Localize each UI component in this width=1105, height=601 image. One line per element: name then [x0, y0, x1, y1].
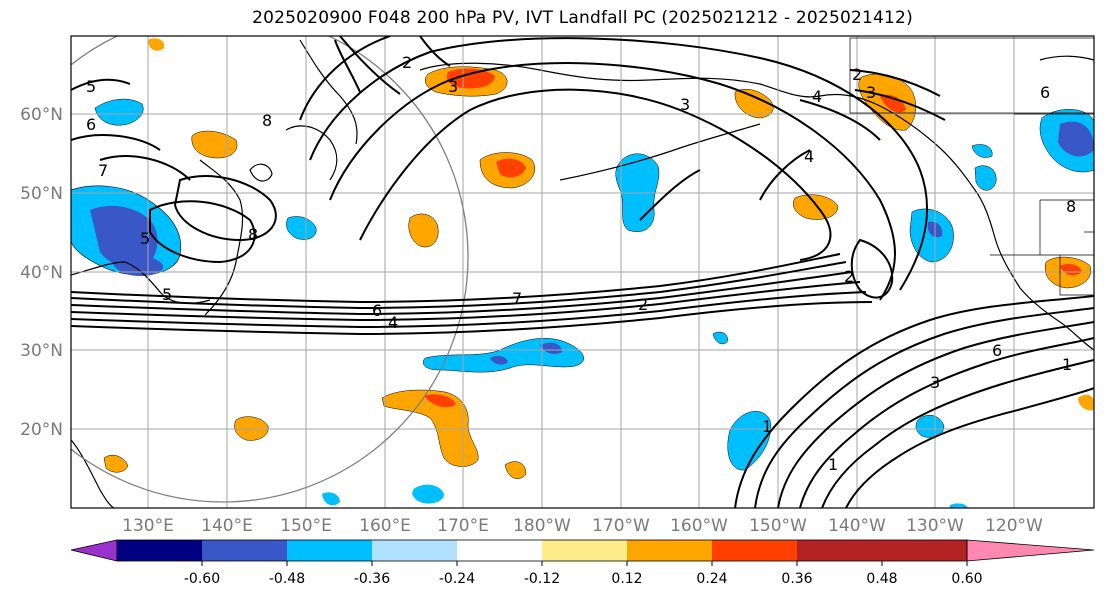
colorbar-segment: [287, 540, 372, 561]
contour-label: 6: [86, 115, 96, 134]
colorbar-tick-label: -0.24: [439, 571, 475, 587]
contour-label: 2: [638, 295, 648, 314]
lon-tick-label: 170°E: [437, 516, 489, 536]
colorbar-segment: [457, 540, 542, 561]
contour-label: 7: [98, 161, 108, 180]
contour-label: 1: [1062, 355, 1072, 374]
colorbar-tick-label: -0.12: [524, 571, 560, 587]
colorbar-extend-max: [966, 539, 1095, 562]
lon-tick-label: 130°W: [906, 516, 964, 536]
graticule: [71, 36, 1094, 508]
contour-label: 2: [844, 267, 854, 286]
colorbar: -0.60 -0.48 -0.36 -0.24 -0.12 0.12 0.24 …: [70, 539, 1095, 587]
contour-label: 8: [262, 111, 272, 130]
colorbar-segment: [712, 540, 797, 561]
lon-tick-label: 160°W: [670, 516, 728, 536]
colorbar-tick-label: 0.60: [951, 571, 982, 587]
map-frame: [70, 35, 1095, 509]
contour-label: 6: [372, 301, 382, 320]
lon-tick-label: 150°W: [749, 516, 807, 536]
lat-tick-label: 30°N: [20, 341, 63, 361]
contour-label: 2: [402, 53, 412, 72]
lon-tick-label: 130°E: [122, 516, 174, 536]
lon-tick-label: 180°W: [513, 516, 571, 536]
contour-label: 4: [804, 147, 814, 166]
colorbar-segment: [372, 540, 457, 561]
lat-tick-label: 40°N: [20, 263, 63, 283]
contour-label: 3: [866, 83, 876, 102]
colorbar-tick-label: 0.12: [611, 571, 642, 587]
colorbar-tick-label: 0.24: [696, 571, 727, 587]
colorbar-extend-min: [70, 539, 118, 562]
colorbar-tick-label: -0.60: [184, 571, 220, 587]
contour-label: 1: [762, 417, 772, 436]
colorbar-segment: [882, 540, 967, 561]
contour-label: 8: [1066, 197, 1076, 216]
lon-tick-label: 160°E: [359, 516, 411, 536]
contour-label: 3: [930, 373, 940, 392]
contour-label: 1: [828, 455, 838, 474]
colorbar-tick-label: 0.36: [781, 571, 812, 587]
contour-label: 6: [1040, 83, 1050, 102]
lat-tick-label: 20°N: [20, 420, 63, 440]
contour-label: 6: [992, 341, 1002, 360]
lon-tick-label: 120°W: [985, 516, 1043, 536]
colorbar-tick-label: 0.48: [866, 571, 897, 587]
contour-label: 4: [388, 313, 398, 332]
contour-label: 8: [248, 225, 258, 244]
lat-tick-labels: 60°N 50°N 40°N 30°N 20°N: [20, 105, 63, 440]
lat-tick-label: 50°N: [20, 184, 63, 204]
colorbar-tick-label: -0.36: [354, 571, 390, 587]
contour-label: 5: [140, 229, 150, 248]
lon-tick-label: 150°E: [280, 516, 332, 536]
colorbar-tick-label: -0.48: [269, 571, 305, 587]
landfall-circle: [71, 36, 469, 503]
contour-label-group: 5 6 7 8 5 5 2 3 3 2 3 4 4 6 8 8 2 6 4 7 …: [86, 53, 1076, 474]
contour-label: 4: [812, 87, 822, 106]
colorbar-segment: [117, 540, 202, 561]
lon-tick-label: 170°W: [592, 516, 650, 536]
lon-tick-label: 140°E: [201, 516, 253, 536]
contour-label: 2: [852, 65, 862, 84]
colorbar-segment: [627, 540, 712, 561]
lat-tick-label: 60°N: [20, 105, 63, 125]
contour-lines: [71, 36, 1094, 508]
lon-tick-labels: 130°E 140°E 150°E 160°E 170°E 180°W 170°…: [122, 516, 1043, 536]
lon-tick-label: 140°W: [828, 516, 886, 536]
contour-label: 3: [680, 95, 690, 114]
political-borders: [849, 37, 1094, 296]
contour-label: 5: [86, 77, 96, 96]
colorbar-segment: [202, 540, 287, 561]
map-title: 2025020900 F048 200 hPa PV, IVT Landfall…: [252, 8, 913, 28]
colorbar-segment: [797, 540, 882, 561]
contour-label: 7: [512, 289, 522, 308]
contour-label: 5: [162, 285, 172, 304]
contour-label: 3: [448, 77, 458, 96]
colorbar-segment: [542, 540, 627, 561]
